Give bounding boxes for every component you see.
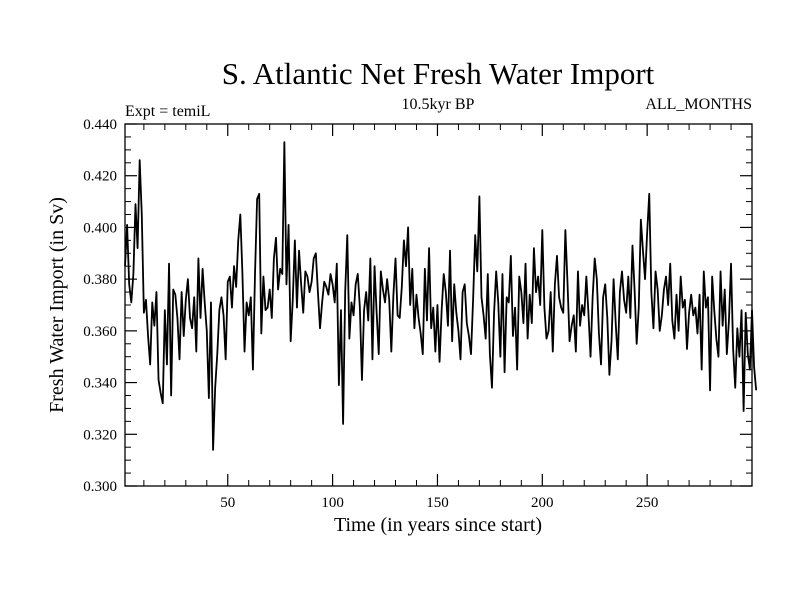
y-axis-label: Fresh Water Import (in Sv) (46, 197, 68, 413)
y-tick-label: 0.380 (83, 272, 117, 288)
y-tick-label: 0.320 (83, 427, 117, 443)
plot-frame (124, 123, 753, 487)
x-tick-label: 200 (531, 495, 554, 511)
series-line-0 (124, 141, 758, 451)
chart-title: S. Atlantic Net Fresh Water Import (222, 56, 655, 91)
x-tick-label: 100 (321, 495, 344, 511)
x-tick-label: 150 (426, 495, 449, 511)
x-tick-label: 250 (636, 495, 659, 511)
y-tick-label: 0.360 (83, 324, 117, 340)
x-tick-label: 50 (220, 495, 235, 511)
experiment-label: Expt = temiL (125, 103, 210, 120)
y-tick-label: 0.400 (83, 220, 117, 236)
y-tick-label: 0.300 (83, 479, 117, 495)
period-label: 10.5kyr BP (402, 96, 475, 113)
y-tick-label: 0.440 (83, 117, 117, 133)
y-tick-label: 0.420 (83, 169, 117, 185)
y-tick-label: 0.340 (83, 376, 117, 392)
months-label: ALL_MONTHS (645, 96, 752, 113)
x-axis-label: Time (in years since start) (334, 514, 542, 536)
plot-area: 50 100 150 200 250 0.300 0.320 0.340 0.360 0.380 0… (83, 117, 758, 511)
